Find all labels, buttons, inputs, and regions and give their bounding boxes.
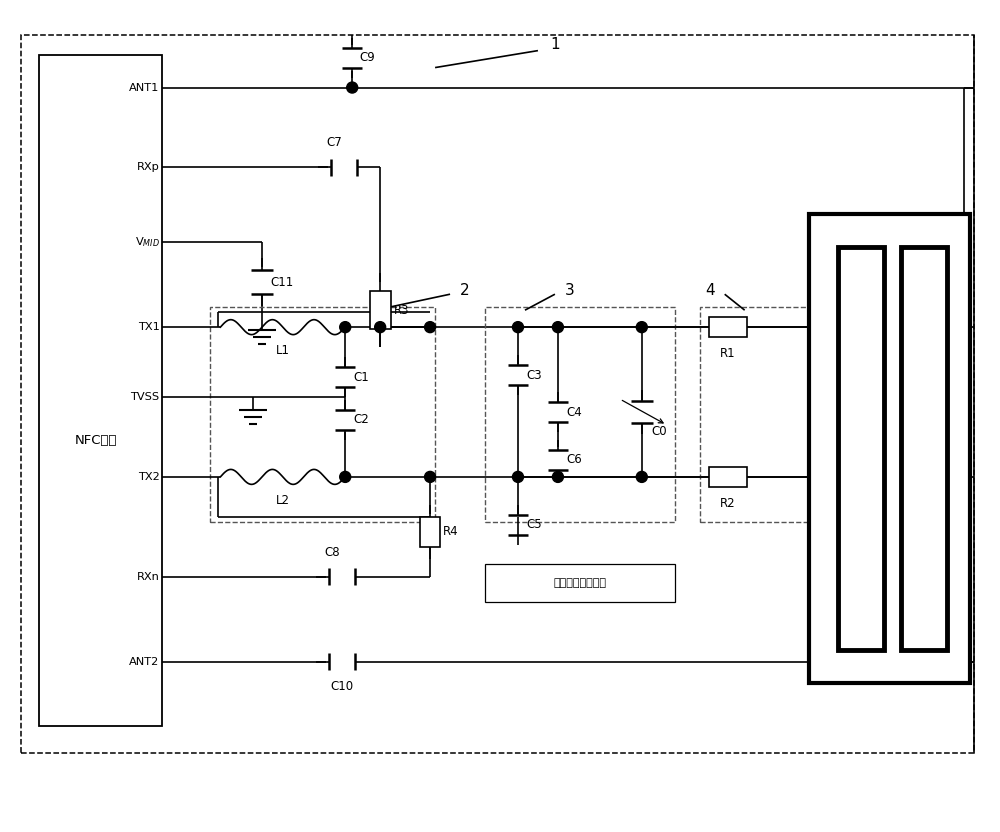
- Text: C8: C8: [324, 546, 340, 559]
- Circle shape: [636, 322, 647, 333]
- Text: NFC芯片: NFC芯片: [74, 434, 117, 447]
- Text: C1: C1: [353, 370, 369, 384]
- Circle shape: [512, 472, 523, 483]
- Text: TVSS: TVSS: [130, 392, 159, 402]
- Text: ANT2: ANT2: [129, 656, 159, 666]
- Bar: [485, 307, 675, 522]
- Bar: [700, 307, 855, 522]
- Text: C7: C7: [326, 136, 342, 150]
- Text: R3: R3: [394, 304, 410, 317]
- Text: L2: L2: [276, 494, 290, 507]
- Circle shape: [425, 322, 436, 333]
- Bar: [815, 220, 964, 676]
- Bar: [485, 564, 675, 602]
- Bar: [210, 307, 435, 522]
- Circle shape: [552, 322, 563, 333]
- Bar: [809, 215, 970, 682]
- Text: C9: C9: [359, 51, 375, 64]
- Circle shape: [375, 322, 386, 333]
- Text: C2: C2: [353, 414, 369, 427]
- Text: C3: C3: [526, 369, 542, 382]
- Bar: [709, 467, 747, 487]
- Circle shape: [636, 472, 647, 483]
- Circle shape: [512, 322, 523, 333]
- Bar: [39, 55, 162, 726]
- Text: R4: R4: [443, 525, 459, 538]
- Bar: [901, 247, 947, 650]
- Text: C11: C11: [270, 275, 294, 289]
- Text: 电流管理控制单元: 电流管理控制单元: [553, 577, 606, 587]
- Text: ANT1: ANT1: [129, 82, 159, 92]
- Bar: [370, 291, 391, 329]
- Text: 1: 1: [550, 37, 560, 52]
- Text: C10: C10: [331, 680, 354, 692]
- Text: C4: C4: [566, 405, 582, 418]
- Text: C0: C0: [652, 425, 667, 438]
- Circle shape: [425, 472, 436, 483]
- Text: TX1: TX1: [138, 322, 159, 332]
- Bar: [709, 317, 747, 337]
- Bar: [21, 35, 974, 754]
- Text: R2: R2: [720, 497, 735, 510]
- Text: R1: R1: [720, 347, 735, 360]
- Text: RXp: RXp: [137, 162, 159, 172]
- Text: TX2: TX2: [138, 472, 159, 482]
- Text: C5: C5: [526, 518, 542, 532]
- Circle shape: [340, 472, 351, 483]
- Text: 2: 2: [460, 283, 470, 298]
- Text: RXn: RXn: [137, 572, 159, 582]
- Bar: [420, 517, 440, 547]
- Circle shape: [347, 82, 358, 93]
- Circle shape: [552, 472, 563, 483]
- Text: L1: L1: [276, 344, 290, 357]
- Bar: [838, 247, 884, 650]
- Text: C6: C6: [566, 453, 582, 467]
- Text: 4: 4: [705, 283, 715, 298]
- Text: 3: 3: [565, 283, 575, 298]
- Text: V$_{MID}$: V$_{MID}$: [135, 235, 159, 250]
- Circle shape: [340, 322, 351, 333]
